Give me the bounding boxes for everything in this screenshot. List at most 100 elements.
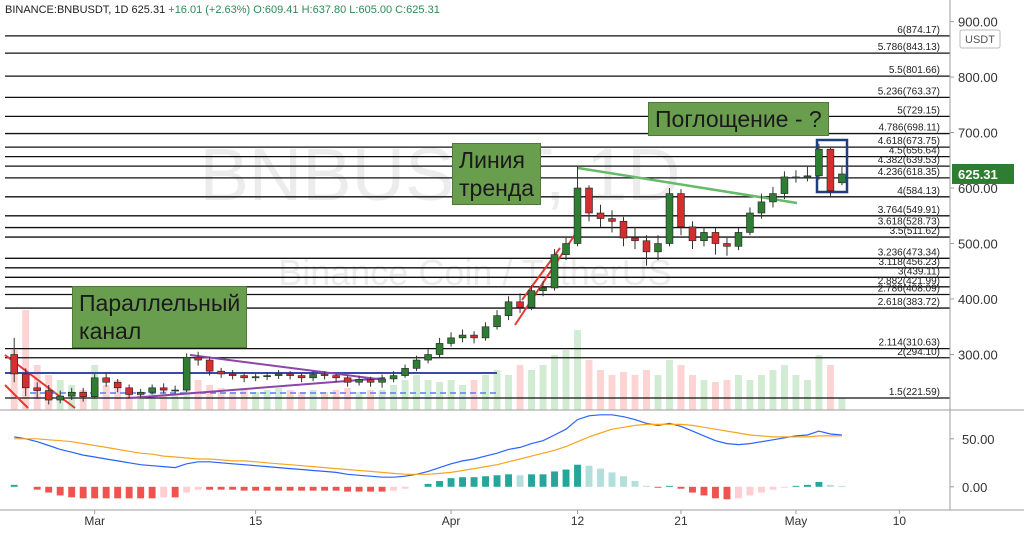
- macd-histogram-bar: [137, 486, 145, 499]
- candle-body: [274, 373, 283, 376]
- candle-body: [332, 375, 340, 379]
- candle-body: [562, 243, 570, 255]
- macd-histogram-bar: [229, 486, 237, 490]
- volume-bar: [229, 392, 237, 410]
- channel-line: [4, 384, 29, 409]
- macd-histogram-bar: [631, 481, 639, 487]
- macd-histogram-bar: [102, 486, 110, 499]
- macd-histogram-bar: [643, 485, 650, 487]
- candle-body: [585, 187, 593, 214]
- volume-bar: [689, 375, 696, 410]
- candle-body: [688, 226, 697, 242]
- volume-bar: [263, 390, 271, 410]
- macd-line: [14, 423, 842, 475]
- currency: USDT: [965, 34, 995, 46]
- candle-body: [654, 243, 662, 253]
- macd-histogram-bar: [769, 486, 777, 490]
- fib-label: 4(584.13): [897, 186, 940, 197]
- macd-histogram-bar: [735, 486, 742, 499]
- macd-histogram-bar: [424, 483, 432, 487]
- macd-histogram-bar: [401, 486, 409, 489]
- macd-histogram-bar: [79, 486, 87, 499]
- candle-body: [642, 240, 651, 253]
- volume-bar: [723, 380, 731, 410]
- volume-bar: [114, 380, 122, 410]
- volume-bar: [332, 390, 340, 410]
- volume-bar: [815, 355, 823, 410]
- macd-histogram-bar: [252, 486, 260, 491]
- volume-bar: [171, 395, 179, 410]
- x-tick-label: Apr: [442, 514, 461, 528]
- fib-label: 2.114(310.63): [878, 338, 940, 349]
- volume-bar: [309, 390, 317, 410]
- volume-bar: [826, 365, 834, 410]
- volume-bar: [137, 395, 145, 410]
- volume-bar: [574, 330, 581, 410]
- volume-bar: [378, 390, 386, 410]
- candle-body: [90, 377, 99, 397]
- x-tick-label: Mar: [84, 514, 105, 528]
- macd-histogram-bar: [516, 475, 524, 487]
- last-price-box: [952, 163, 1014, 184]
- macd-histogram-bar: [367, 486, 375, 492]
- candle-body: [493, 315, 501, 328]
- candle-body: [136, 391, 145, 395]
- volume-bar: [677, 365, 685, 410]
- volume-bar: [22, 310, 30, 410]
- y-tick-label: 700.00: [958, 126, 998, 141]
- candle-body: [665, 193, 674, 244]
- macd-histogram-bar: [263, 486, 271, 491]
- volume-bar: [355, 392, 363, 410]
- candle-body: [481, 326, 490, 339]
- macd-histogram-bar: [56, 486, 64, 496]
- macd-histogram-bar: [574, 464, 581, 487]
- candle-body: [309, 374, 317, 379]
- x-tick-label: 10: [893, 514, 907, 528]
- candle-body: [539, 287, 547, 291]
- volume-bar: [746, 380, 754, 410]
- candle-body: [56, 395, 64, 401]
- candle-body: [263, 375, 271, 378]
- macd-histogram-bar: [723, 486, 731, 500]
- macd-histogram-bar: [378, 486, 386, 492]
- volume-bar: [470, 380, 478, 410]
- volume-bar: [148, 392, 156, 410]
- macd-histogram-bar: [528, 474, 535, 487]
- fib-label: 4.382(639.53): [878, 155, 940, 166]
- candle-body: [550, 254, 559, 289]
- macd-histogram-bar: [447, 478, 455, 487]
- macd-histogram-bar: [470, 477, 478, 487]
- candle-body: [631, 237, 639, 242]
- macd-tick-label: 0.00: [962, 480, 987, 495]
- volume-bar: [367, 390, 375, 410]
- annotation: Линия тренда: [452, 143, 542, 205]
- macd-histogram-bar: [355, 486, 363, 492]
- candle-body: [815, 148, 823, 177]
- macd-histogram-bar: [148, 486, 156, 499]
- volume-bar: [735, 375, 742, 410]
- candle-body: [217, 370, 225, 375]
- y-tick-label: 300.00: [958, 348, 998, 363]
- volume-bar: [516, 365, 524, 410]
- macd-histogram-bar: [436, 481, 444, 487]
- candle-body: [447, 337, 455, 344]
- macd-histogram-bar: [792, 485, 800, 487]
- candle-body: [734, 232, 743, 247]
- macd-histogram-bar: [815, 482, 823, 487]
- candle-body: [125, 387, 133, 395]
- macd-histogram-bar: [608, 472, 616, 487]
- candle-body: [171, 389, 179, 392]
- macd-histogram-bar: [712, 486, 719, 499]
- macd-histogram-bar: [539, 474, 547, 487]
- candle-body: [527, 290, 536, 308]
- macd-histogram-bar: [160, 486, 168, 498]
- volume-bar: [194, 380, 202, 410]
- fib-label: 4.236(618.35): [878, 167, 940, 178]
- fib-label: 3.118(456.23): [878, 257, 940, 268]
- macd-histogram-bar: [68, 486, 76, 498]
- fib-label: 3(439.11): [898, 266, 940, 277]
- candle-body: [746, 212, 754, 233]
- x-tick-label: 21: [674, 514, 688, 528]
